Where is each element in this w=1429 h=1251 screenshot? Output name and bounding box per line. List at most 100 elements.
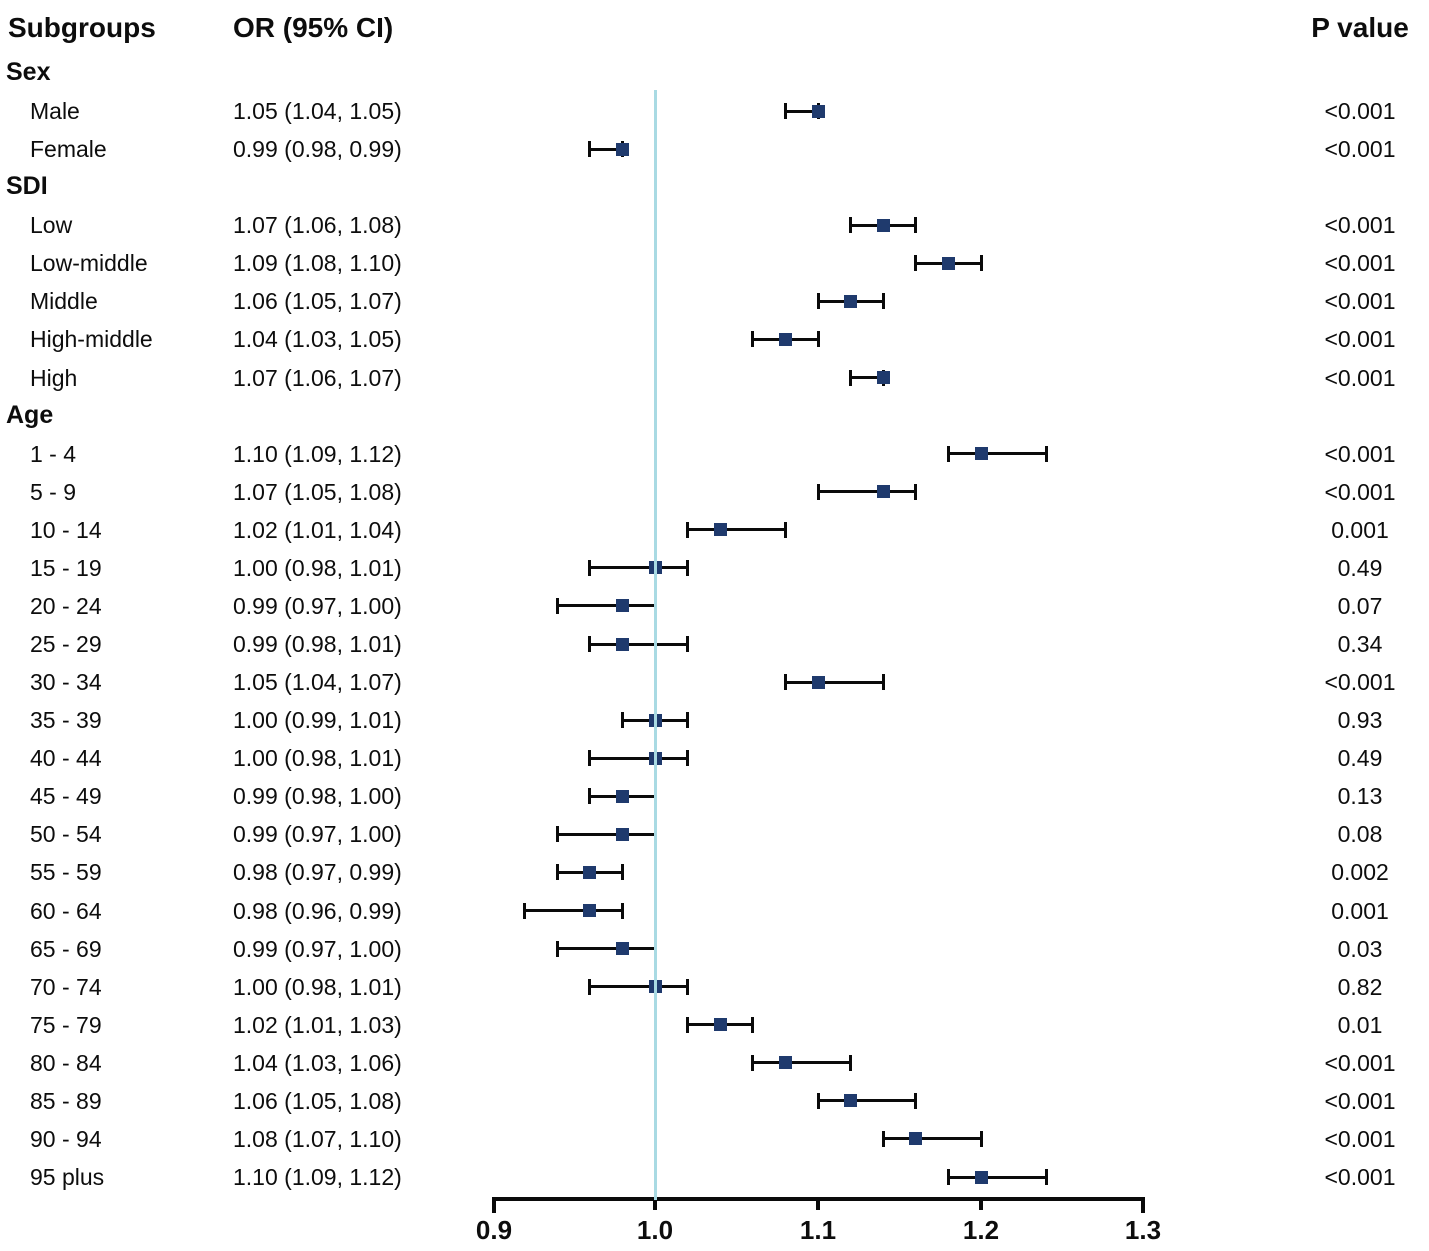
ci-whisker bbox=[687, 528, 786, 532]
or-ci-value: 1.00 (0.99, 1.01) bbox=[233, 707, 402, 734]
row-label: 40 - 44 bbox=[30, 745, 102, 772]
x-axis-tick bbox=[1141, 1197, 1145, 1213]
or-marker bbox=[811, 675, 825, 689]
or-marker bbox=[974, 447, 988, 461]
or-ci-value: 0.98 (0.97, 0.99) bbox=[233, 859, 402, 886]
ci-cap-right bbox=[881, 293, 885, 310]
or-ci-value: 1.00 (0.98, 1.01) bbox=[233, 745, 402, 772]
p-value: 0.002 bbox=[1331, 859, 1389, 886]
ci-cap-left bbox=[588, 978, 592, 995]
x-axis-tick-label: 1.0 bbox=[636, 1215, 674, 1245]
row-label: 60 - 64 bbox=[30, 897, 102, 924]
ci-cap-right bbox=[620, 902, 624, 919]
ci-cap-left bbox=[620, 712, 624, 729]
row-label: 65 - 69 bbox=[30, 935, 102, 962]
ci-cap-left bbox=[555, 864, 559, 881]
or-ci-value: 1.06 (1.05, 1.07) bbox=[233, 288, 402, 315]
p-value: 0.001 bbox=[1331, 516, 1389, 543]
row-label: 55 - 59 bbox=[30, 859, 102, 886]
ci-cap-left bbox=[686, 1016, 690, 1033]
p-value: 0.34 bbox=[1337, 631, 1383, 658]
ci-cap-right bbox=[1044, 445, 1048, 462]
or-marker bbox=[876, 485, 890, 499]
p-value: 0.03 bbox=[1337, 935, 1383, 962]
ci-cap-right bbox=[1044, 1169, 1048, 1186]
or-marker bbox=[941, 256, 955, 270]
or-marker bbox=[778, 1056, 792, 1070]
row-label: 25 - 29 bbox=[30, 631, 102, 658]
x-axis-tick bbox=[979, 1197, 983, 1210]
row-label: High bbox=[30, 364, 78, 391]
ci-cap-left bbox=[523, 902, 527, 919]
p-value: 0.01 bbox=[1337, 1011, 1383, 1038]
row-label: 1 - 4 bbox=[30, 440, 77, 467]
or-ci-value: 0.99 (0.97, 1.00) bbox=[233, 935, 402, 962]
or-ci-value: 1.00 (0.98, 1.01) bbox=[233, 973, 402, 1000]
ci-cap-left bbox=[686, 521, 690, 538]
p-value: <0.001 bbox=[1324, 288, 1396, 315]
or-marker bbox=[615, 827, 629, 841]
ci-cap-left bbox=[783, 103, 787, 120]
ci-cap-left bbox=[816, 1092, 820, 1109]
x-axis-tick-label: 1.2 bbox=[962, 1215, 1000, 1245]
ci-cap-right bbox=[686, 978, 690, 995]
ci-cap-left bbox=[588, 788, 592, 805]
or-marker bbox=[909, 1132, 923, 1146]
ci-cap-right bbox=[914, 483, 918, 500]
p-value: <0.001 bbox=[1324, 440, 1396, 467]
ci-cap-left bbox=[816, 483, 820, 500]
or-marker bbox=[615, 789, 629, 803]
x-axis-tick-label: 1.3 bbox=[1124, 1215, 1162, 1245]
or-ci-value: 0.99 (0.98, 1.01) bbox=[233, 631, 402, 658]
ci-whisker bbox=[589, 147, 623, 151]
or-marker bbox=[615, 142, 629, 156]
or-marker bbox=[844, 1094, 858, 1108]
ci-cap-left bbox=[588, 750, 592, 767]
column-header-or-ci: OR (95% CI) bbox=[233, 12, 394, 43]
p-value: <0.001 bbox=[1324, 478, 1396, 505]
row-label: 70 - 74 bbox=[30, 973, 102, 1000]
ci-whisker bbox=[524, 909, 623, 913]
or-marker bbox=[974, 1170, 988, 1184]
ci-cap-left bbox=[588, 636, 592, 653]
row-label: 80 - 84 bbox=[30, 1049, 102, 1076]
row-label: 20 - 24 bbox=[30, 592, 102, 619]
ci-whisker bbox=[589, 642, 688, 646]
or-ci-value: 1.07 (1.05, 1.08) bbox=[233, 478, 402, 505]
ci-cap-right bbox=[751, 1016, 755, 1033]
or-ci-value: 1.10 (1.09, 1.12) bbox=[233, 1164, 402, 1191]
row-label: 30 - 34 bbox=[30, 669, 102, 696]
ci-cap-right bbox=[979, 1130, 983, 1147]
row-label: High-middle bbox=[30, 326, 153, 353]
ci-cap-left bbox=[816, 293, 820, 310]
or-marker bbox=[615, 637, 629, 651]
ci-whisker bbox=[589, 756, 688, 760]
ci-cap-left bbox=[914, 255, 918, 272]
p-value: <0.001 bbox=[1324, 250, 1396, 277]
p-value: <0.001 bbox=[1324, 98, 1396, 125]
ci-cap-left bbox=[555, 940, 559, 957]
p-value: <0.001 bbox=[1324, 364, 1396, 391]
ci-cap-right bbox=[979, 255, 983, 272]
row-label: 75 - 79 bbox=[30, 1011, 102, 1038]
ci-cap-left bbox=[555, 597, 559, 614]
ci-cap-right bbox=[914, 1092, 918, 1109]
row-label: Low bbox=[30, 212, 73, 239]
row-label: 35 - 39 bbox=[30, 707, 102, 734]
or-ci-value: 1.07 (1.06, 1.07) bbox=[233, 364, 402, 391]
ci-cap-right bbox=[783, 521, 787, 538]
or-marker bbox=[583, 865, 597, 879]
ci-cap-right bbox=[816, 331, 820, 348]
or-ci-value: 1.05 (1.04, 1.07) bbox=[233, 669, 402, 696]
p-value: 0.13 bbox=[1337, 783, 1383, 810]
x-axis-tick-label: 0.9 bbox=[475, 1215, 513, 1245]
ci-cap-right bbox=[881, 674, 885, 691]
or-ci-value: 0.99 (0.98, 0.99) bbox=[233, 136, 402, 163]
or-ci-value: 0.99 (0.97, 1.00) bbox=[233, 592, 402, 619]
or-ci-value: 1.02 (1.01, 1.04) bbox=[233, 516, 402, 543]
p-value: 0.07 bbox=[1337, 592, 1383, 619]
column-header-p-value: P value bbox=[1311, 12, 1409, 43]
or-ci-value: 1.02 (1.01, 1.03) bbox=[233, 1011, 402, 1038]
p-value: <0.001 bbox=[1324, 136, 1396, 163]
or-marker bbox=[844, 294, 858, 308]
